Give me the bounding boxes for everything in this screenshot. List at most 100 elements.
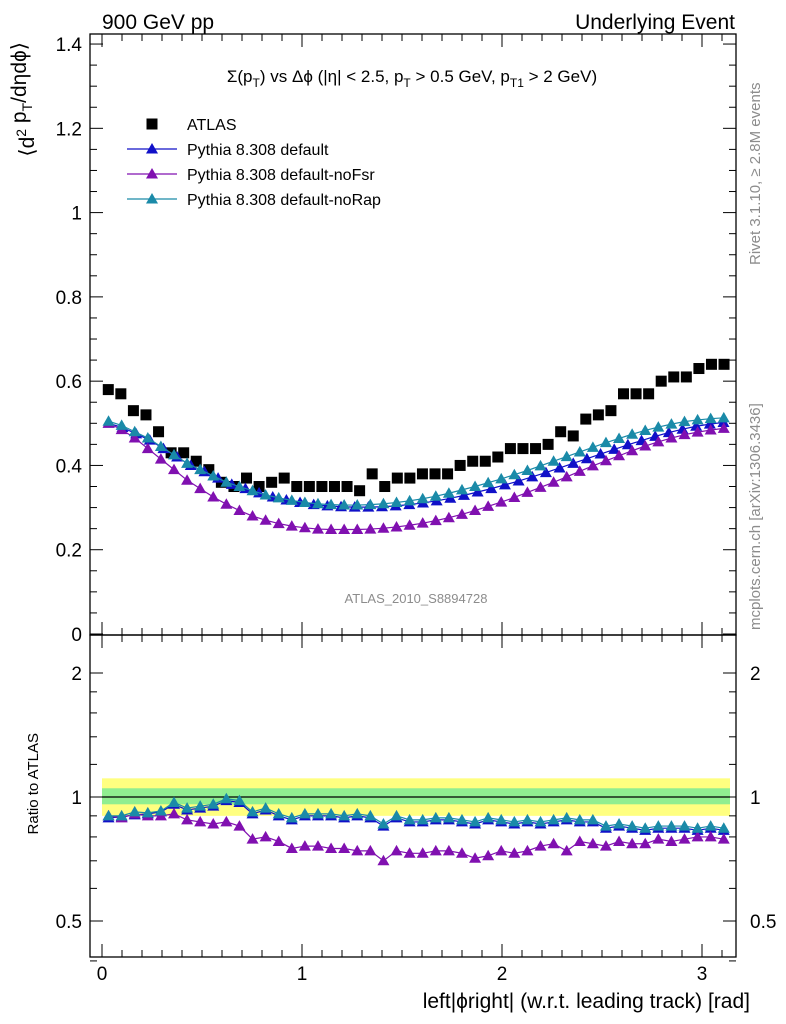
main-data-point xyxy=(521,486,534,497)
main-data-point xyxy=(338,523,351,534)
ratio-data-point xyxy=(652,833,665,844)
ratio-data-point xyxy=(560,844,573,856)
ratio-data-point xyxy=(351,807,364,819)
ratio-data-point xyxy=(102,809,115,821)
main-data-point xyxy=(467,455,479,467)
ratio-data-point xyxy=(285,811,298,823)
main-y-tick-label: 1 xyxy=(71,204,82,225)
main-data-point xyxy=(717,411,730,423)
ratio-data-point xyxy=(181,813,194,825)
main-data-point xyxy=(403,519,416,530)
main-data-point xyxy=(241,472,253,484)
main-y-tick-label: 0.8 xyxy=(56,288,82,309)
legend: ATLAS Pythia 8.308 default Pythia 8.308 de… xyxy=(127,117,381,209)
main-data-point xyxy=(508,491,521,502)
main-data-point xyxy=(608,443,621,454)
ratio-data-point xyxy=(377,817,390,829)
ratio-data-point xyxy=(364,809,377,821)
ratio-data-point xyxy=(717,822,730,833)
ratio-y-tick-label-right: 1 xyxy=(750,788,761,809)
main-data-point xyxy=(678,428,691,440)
ratio-data-point xyxy=(272,835,285,846)
ratio-data-point xyxy=(220,792,233,804)
ratio-data-point xyxy=(311,840,324,851)
main-data-point xyxy=(220,498,233,509)
main-y-tick-label: 0.4 xyxy=(56,456,83,477)
main-data-point xyxy=(190,455,202,467)
main-data-point xyxy=(207,491,220,502)
main-data-point xyxy=(178,447,190,459)
ratio-data-point xyxy=(560,811,573,823)
main-data-point xyxy=(599,454,612,466)
ratio-y-axis-label: Ratio to ATLAS xyxy=(25,733,42,834)
ratio-data-point xyxy=(154,804,167,816)
ratio-data-point xyxy=(639,822,652,833)
main-data-point xyxy=(567,457,580,468)
main-data-point xyxy=(534,481,547,492)
ratio-data-point xyxy=(573,835,586,846)
main-plot-data xyxy=(102,358,730,534)
main-data-point xyxy=(508,468,521,480)
main-data-point xyxy=(141,442,154,454)
main-data-point xyxy=(547,476,560,487)
main-y-tick-label: 0.6 xyxy=(56,372,82,393)
main-data-point xyxy=(442,487,455,498)
main-data-point xyxy=(555,426,567,438)
ratio-data-point xyxy=(338,842,351,853)
main-data-point xyxy=(455,508,468,519)
main-data-point xyxy=(517,443,529,455)
main-data-point xyxy=(429,468,441,480)
ratio-data-point xyxy=(599,840,612,851)
main-data-point xyxy=(246,484,259,496)
main-data-point xyxy=(128,425,141,437)
legend-marker xyxy=(146,193,158,204)
main-data-point xyxy=(303,481,315,493)
main-data-point xyxy=(539,466,552,478)
main-data-point xyxy=(530,443,542,455)
main-data-point xyxy=(580,452,593,464)
main-data-point xyxy=(354,485,366,497)
main-data-point xyxy=(605,405,617,417)
ratio-data-point xyxy=(181,802,194,813)
main-data-point xyxy=(102,415,115,426)
main-data-point xyxy=(567,430,579,442)
legend-label: Pythia 8.308 default xyxy=(187,142,329,159)
main-data-point xyxy=(690,420,703,431)
ratio-data-point xyxy=(717,833,730,844)
ratio-plot-frame xyxy=(89,634,737,958)
ratio-data-point xyxy=(639,837,652,849)
ratio-data-point xyxy=(416,847,429,858)
ratio-data-point xyxy=(547,813,560,825)
main-series-line xyxy=(108,422,724,531)
main-data-point xyxy=(586,459,599,471)
main-data-point xyxy=(416,468,428,480)
main-plot-axes: 0 0.2 0.4 0.6 0.8 1 1.2 1.4 xyxy=(56,33,737,646)
main-data-point xyxy=(338,499,351,510)
main-data-point xyxy=(246,510,259,521)
ratio-data-point xyxy=(351,844,364,856)
main-data-point xyxy=(573,445,586,457)
main-data-point xyxy=(154,440,167,451)
main-data-point xyxy=(618,388,630,400)
legend-marker xyxy=(146,118,158,130)
main-data-point xyxy=(630,388,642,400)
main-data-point xyxy=(194,482,207,494)
ratio-y-tick-label-right: 2 xyxy=(750,664,761,685)
ratio-data-point xyxy=(573,813,586,825)
ratio-data-point xyxy=(521,844,534,856)
main-data-point xyxy=(482,500,495,511)
main-data-point xyxy=(704,412,717,424)
ratio-data-point xyxy=(325,842,338,853)
ratio-data-point xyxy=(521,813,534,825)
ratio-data-point xyxy=(534,815,547,827)
ratio-data-point xyxy=(547,837,560,849)
main-data-point xyxy=(639,440,652,451)
main-data-point xyxy=(325,498,338,510)
main-data-point xyxy=(181,457,194,468)
main-data-point xyxy=(291,481,303,493)
main-data-point xyxy=(272,517,285,529)
main-data-point xyxy=(253,481,265,493)
main-data-point xyxy=(141,432,154,443)
main-y-axis-label: ⟨d2 pT/dηdϕ⟩ xyxy=(8,42,39,157)
main-data-point xyxy=(691,426,704,437)
